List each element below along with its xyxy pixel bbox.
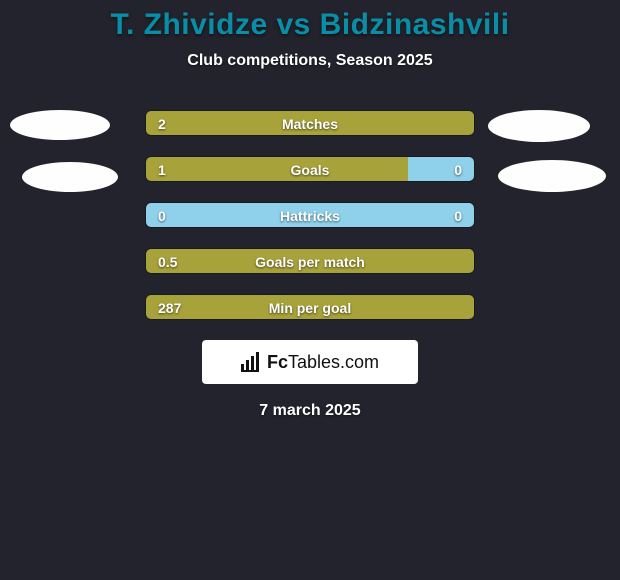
bar-goals: 1 0 Goals: [145, 156, 475, 182]
bar-hattricks: 0 0 Hattricks: [145, 202, 475, 228]
player-oval-left-1: [10, 110, 110, 140]
player-oval-right-1: [488, 110, 590, 142]
player-oval-right-2: [498, 160, 606, 192]
bar-goals-per-match: 0.5 Goals per match: [145, 248, 475, 274]
bar-segment-left: [146, 111, 474, 135]
date-line: 7 march 2025: [0, 402, 620, 420]
bar-segment-left: [146, 249, 474, 273]
brand-rest: Tables.com: [288, 352, 379, 372]
brand-box: FcTables.com: [202, 340, 418, 384]
bar-segment-right: [408, 157, 474, 181]
comparison-title: T. Zhividze vs Bidzinashvili: [0, 0, 620, 42]
chart-area: 2 Matches 1 0 Goals 0 0 Hattricks 0.5 Go…: [0, 110, 620, 420]
bar-segment-right: [146, 203, 474, 227]
comparison-bars: 2 Matches 1 0 Goals 0 0 Hattricks 0.5 Go…: [145, 110, 475, 320]
bar-segment-left: [146, 295, 474, 319]
bar-min-per-goal: 287 Min per goal: [145, 294, 475, 320]
brand-text: FcTables.com: [267, 352, 379, 373]
brand-prefix: Fc: [267, 352, 288, 372]
bar-matches: 2 Matches: [145, 110, 475, 136]
comparison-subtitle: Club competitions, Season 2025: [0, 52, 620, 70]
bar-segment-left: [146, 157, 408, 181]
player-oval-left-2: [22, 162, 118, 192]
bar-chart-icon: [241, 352, 263, 372]
